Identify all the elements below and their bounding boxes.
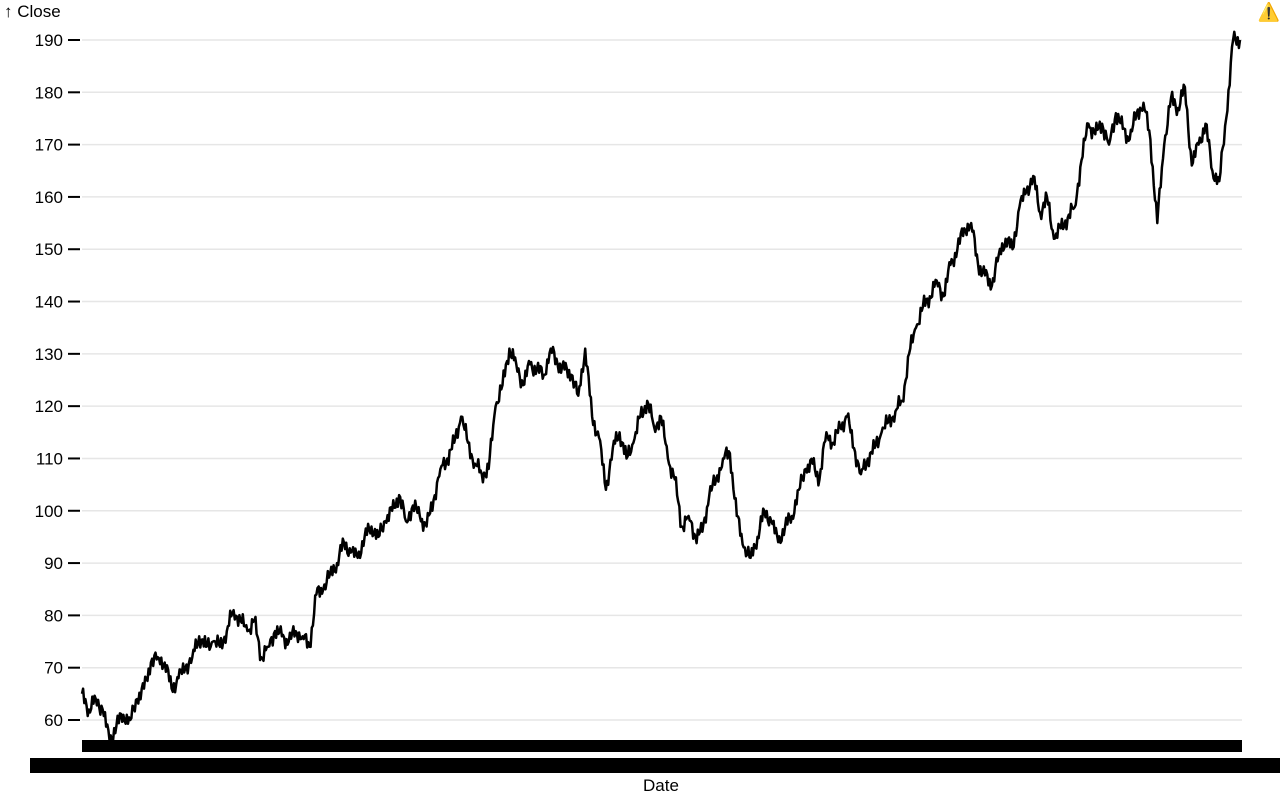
y-tick-label: 160 (35, 188, 63, 207)
warning-icon: ⚠️ (1257, 2, 1280, 22)
y-tick-label: 80 (44, 606, 63, 625)
y-tick-label: 100 (35, 502, 63, 521)
y-tick-label: 110 (36, 449, 63, 468)
y-tick-label: 120 (35, 397, 63, 416)
y-tick-label: 170 (35, 136, 63, 155)
close-price-line (80, 30, 1242, 743)
x-axis (30, 740, 1280, 773)
y-tick-label: 130 (35, 345, 63, 364)
y-tick-label: 180 (35, 83, 63, 102)
y-tick-label: 140 (35, 293, 63, 312)
y-tick-label: 190 (35, 31, 63, 50)
y-tick-label: 150 (35, 240, 63, 259)
y-axis: 60 70 80 90 100 110 120 130 140 150 160 170 180 190 (35, 31, 80, 730)
y-tick-label: 60 (44, 711, 63, 730)
y-axis-label: ↑ Close (4, 2, 61, 21)
x-axis-label: Date (643, 776, 679, 795)
x-tick-labels-overlapping (30, 758, 1280, 773)
y-tick-label: 90 (44, 554, 63, 573)
x-axis-ticks-dense (82, 740, 1242, 752)
y-tick-label: 70 (44, 659, 63, 678)
grid-lines (82, 39, 1242, 721)
